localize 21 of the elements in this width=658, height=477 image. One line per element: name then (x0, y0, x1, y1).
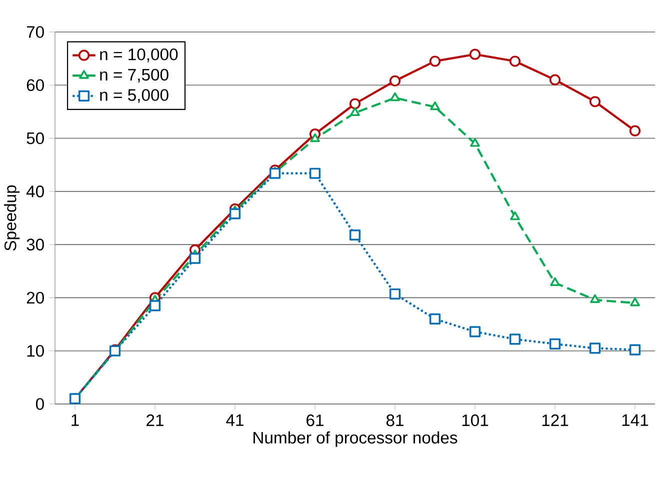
y-tick-label: 50 (26, 132, 44, 144)
y-tick-label: 70 (26, 26, 44, 38)
legend-label: n = 5,000 (100, 89, 168, 103)
legend-label: n = 7,500 (100, 68, 168, 83)
x-tick-label: 1 (72, 414, 79, 426)
x-tick-label: 21 (146, 414, 164, 426)
x-tick-label: 101 (462, 414, 488, 426)
x-tick-label: 41 (226, 414, 244, 426)
y-axis-title: Speedup (4, 185, 20, 251)
x-axis-title: Number of processor nodes (254, 431, 458, 447)
y-tick-label: 20 (26, 292, 44, 304)
x-tick-label: 141 (622, 414, 648, 426)
y-tick-label: 60 (26, 79, 44, 92)
y-tick-label: 10 (27, 344, 44, 357)
x-tick-label: 61 (306, 414, 324, 426)
y-tick-label: 0 (36, 398, 44, 410)
x-tick-label: 81 (386, 414, 404, 426)
x-tick-label: 121 (542, 414, 568, 426)
y-tick-label: 40 (26, 186, 44, 198)
legend-label: n = 10,000 (100, 48, 178, 62)
y-tick-label: 30 (26, 238, 44, 250)
